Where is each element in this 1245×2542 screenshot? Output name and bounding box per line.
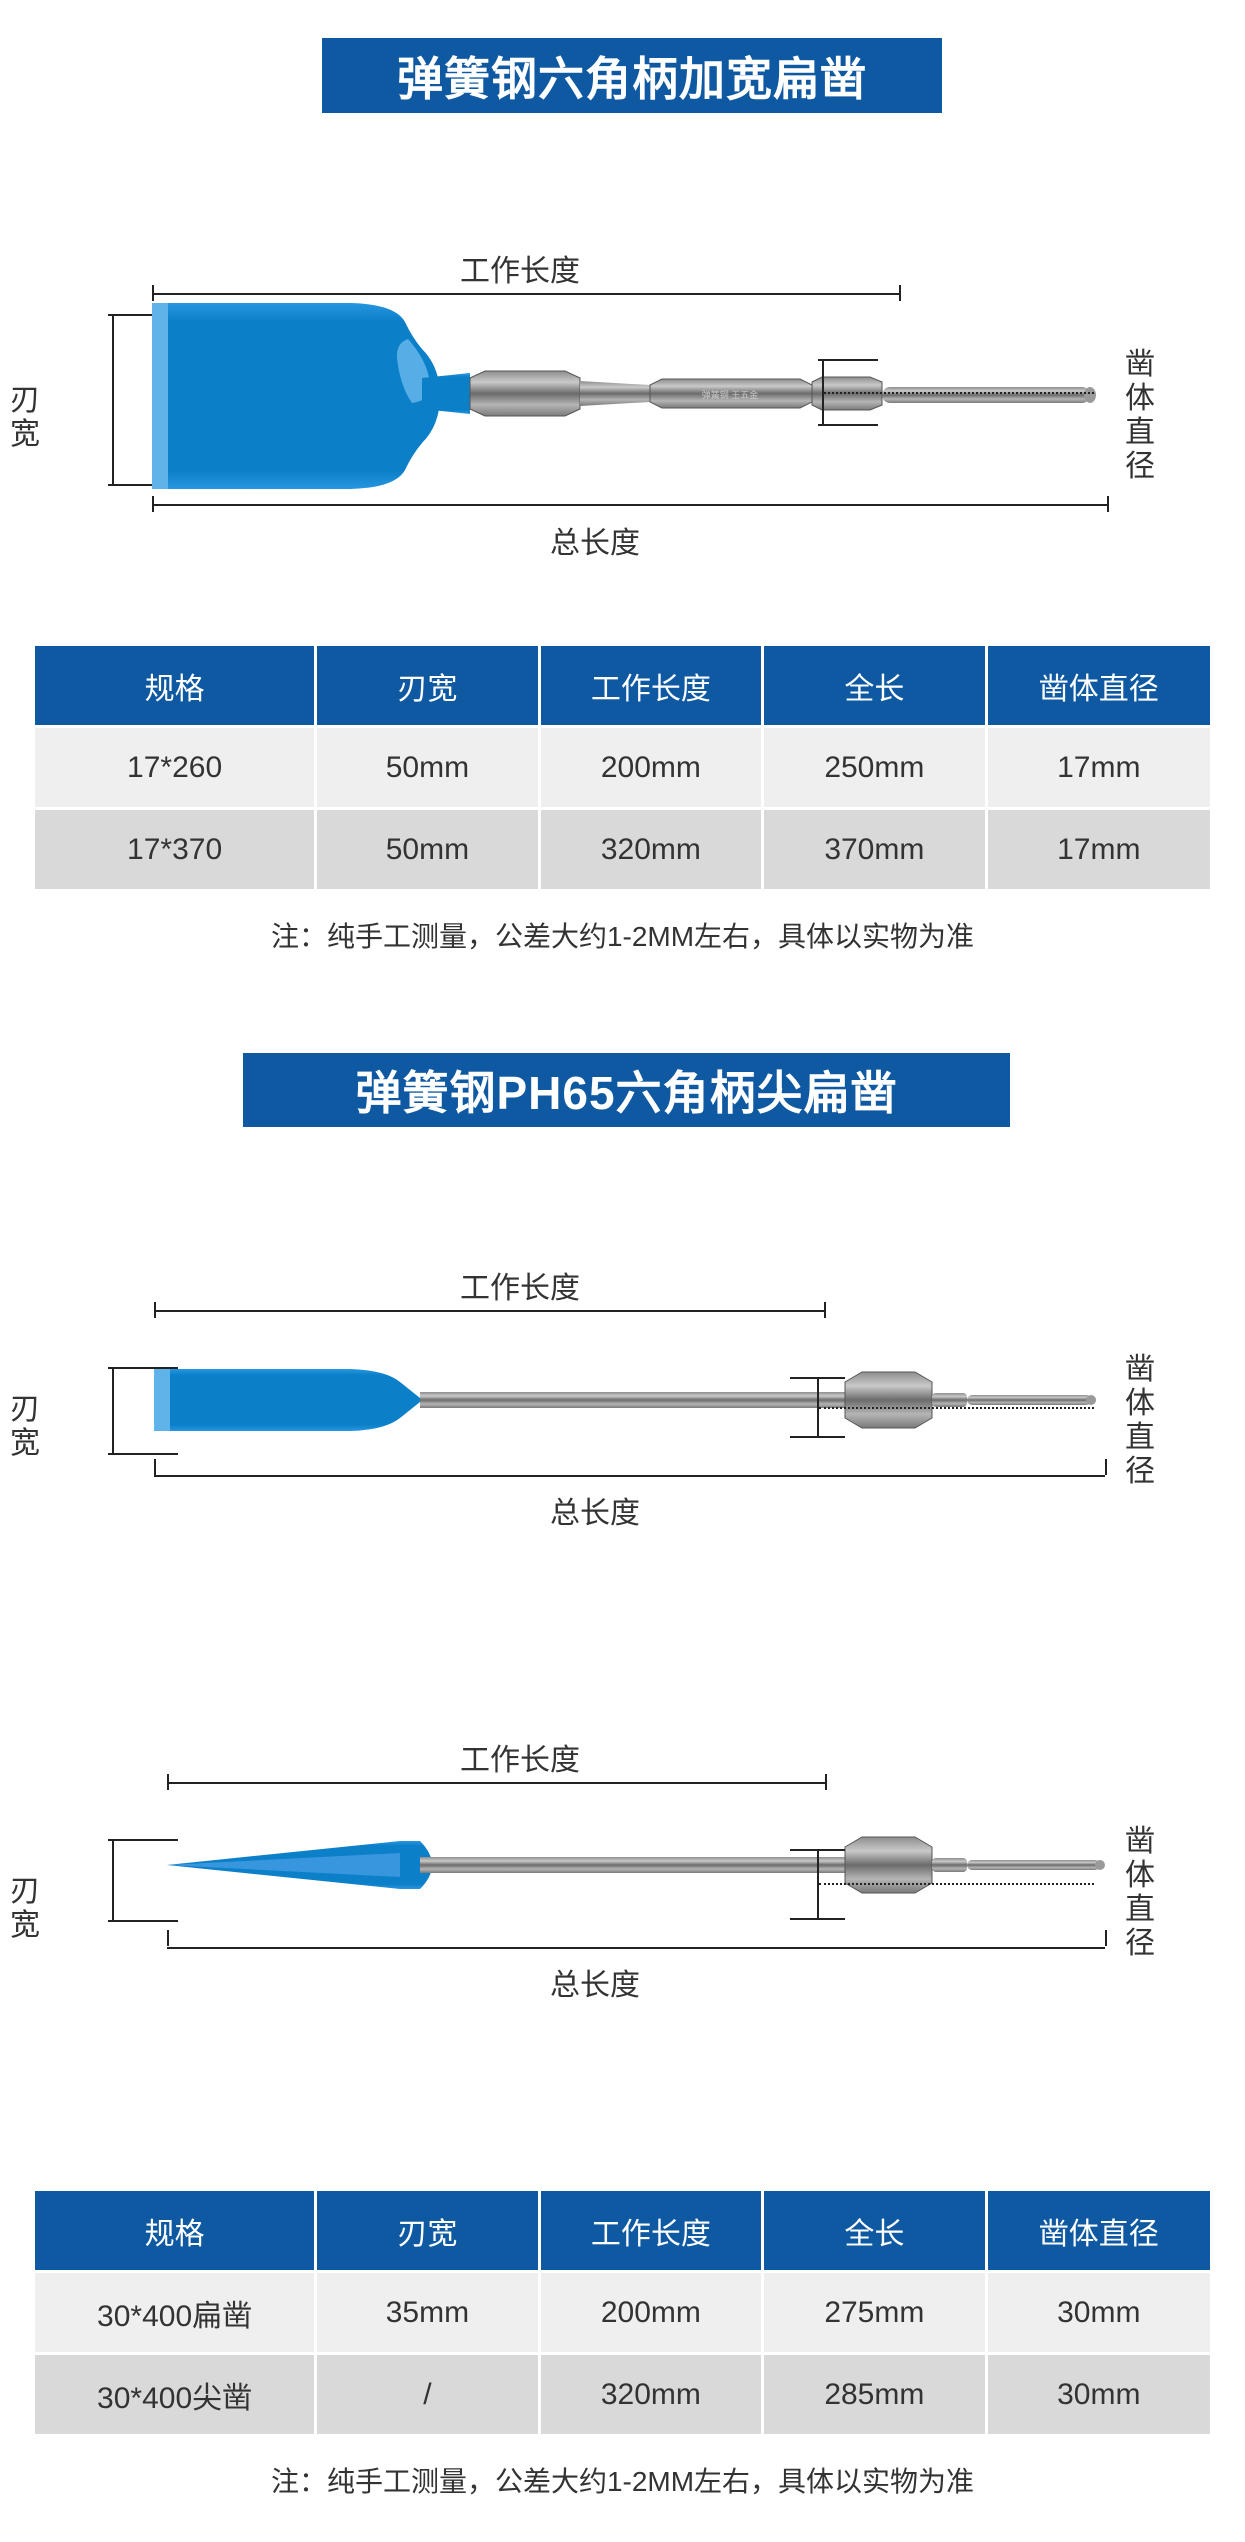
svg-text:弹簧钢 王五金: 弹簧钢 王五金 — [702, 389, 759, 400]
